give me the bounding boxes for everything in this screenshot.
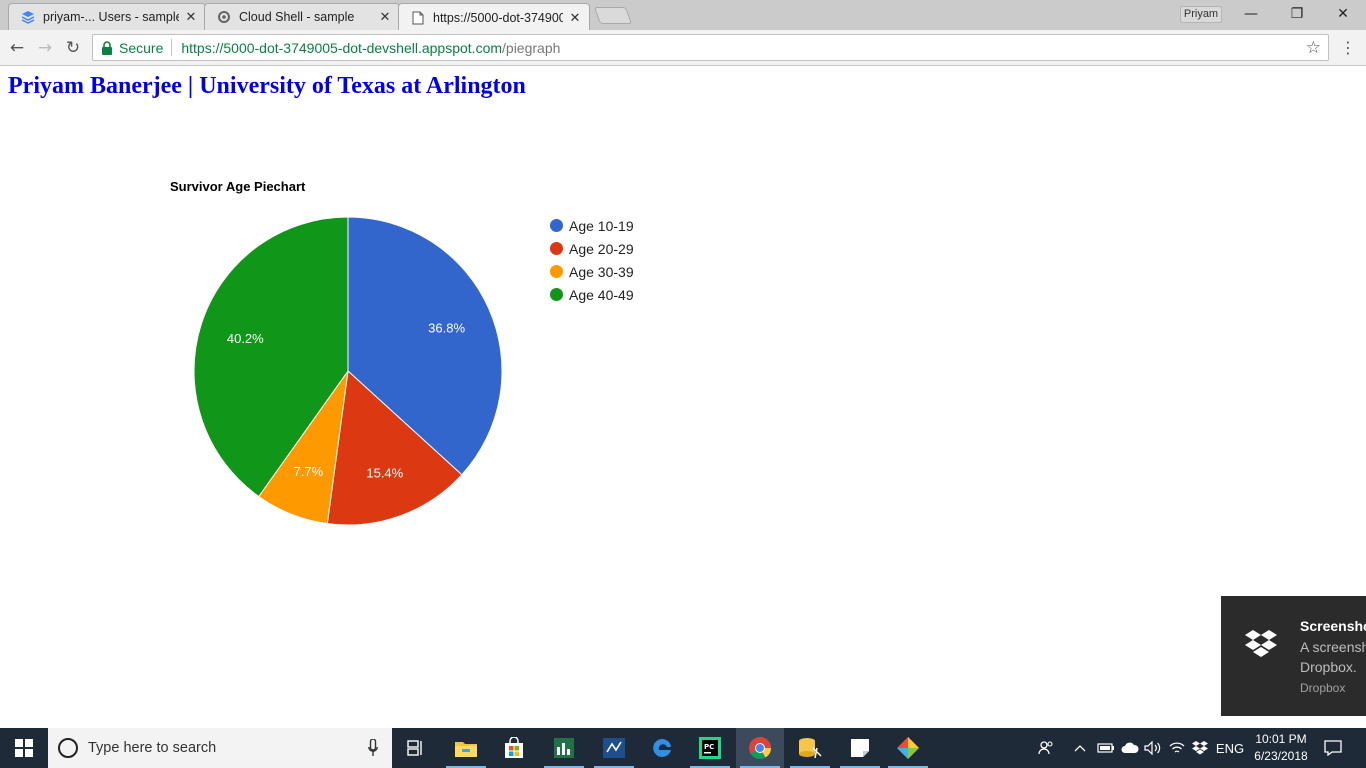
taskbar-search-box[interactable]: Type here to search xyxy=(48,728,392,768)
legend-label: Age 40-49 xyxy=(569,286,634,303)
chrome-icon[interactable] xyxy=(736,728,784,768)
gear-icon xyxy=(217,10,231,24)
tab-cloud-shell[interactable]: Cloud Shell - sample ✕ xyxy=(204,3,400,30)
tab-label: https://5000-dot-374900 xyxy=(433,10,563,25)
back-button[interactable]: ← xyxy=(9,38,25,58)
legend-item[interactable]: Age 10-19 xyxy=(550,214,634,237)
excel-chart-icon[interactable] xyxy=(540,728,588,768)
start-button[interactable] xyxy=(0,728,48,768)
legend-item[interactable]: Age 30-39 xyxy=(550,260,634,283)
pie-slice-age-40-49[interactable] xyxy=(193,216,349,498)
tab-label: priyam-... Users - sample xyxy=(43,10,179,24)
legend-swatch xyxy=(550,288,563,301)
close-window-button[interactable]: ✕ xyxy=(1337,6,1349,22)
tab-close-icon[interactable]: ✕ xyxy=(185,9,197,24)
browser-menu-icon[interactable]: ⋮ xyxy=(1340,38,1356,57)
forward-button[interactable]: → xyxy=(37,38,53,58)
legend-label: Age 20-29 xyxy=(569,240,634,257)
pie-slice-label: 36.8% xyxy=(428,320,465,335)
pie-slice-label: 7.7% xyxy=(294,464,324,479)
url-host: https://5000-dot-3749005-dot-devshell.ap… xyxy=(181,39,503,56)
tab-label: Cloud Shell - sample xyxy=(239,10,355,24)
wifi-icon[interactable] xyxy=(1167,728,1187,768)
page-heading: Priyam Banerjee | University of Texas at… xyxy=(8,73,526,99)
chart-title: Survivor Age Piechart xyxy=(170,179,306,194)
bookmark-star-icon[interactable]: ☆ xyxy=(1305,38,1321,57)
maximize-button[interactable]: ❐ xyxy=(1290,6,1304,22)
task-view-icon[interactable] xyxy=(392,728,440,768)
dropbox-tray-icon[interactable] xyxy=(1190,728,1210,768)
people-icon[interactable] xyxy=(1034,728,1058,768)
reload-button[interactable]: ↻ xyxy=(65,38,81,58)
legend-swatch xyxy=(550,265,563,278)
edge-icon[interactable] xyxy=(638,728,686,768)
toast-message: A screenshot was added to your xyxy=(1300,639,1366,655)
pycharm-icon[interactable]: PC xyxy=(686,728,734,768)
minimize-button[interactable]: — xyxy=(1244,6,1258,22)
toast-title: Screenshot saved xyxy=(1300,618,1366,634)
store-icon[interactable] xyxy=(490,728,538,768)
legend-swatch xyxy=(550,219,563,232)
pie-slice-age-10-19[interactable] xyxy=(347,216,503,476)
tab-users-sample[interactable]: priyam-... Users - sample ✕ xyxy=(8,3,206,30)
stack-icon xyxy=(21,10,35,24)
windows-logo-icon xyxy=(15,739,33,757)
toast-message-cont: Dropbox. xyxy=(1300,659,1357,675)
browser-toolbar: ← → ↻ Secure https://5000-dot-3749005-do… xyxy=(0,30,1366,66)
battery-icon[interactable] xyxy=(1096,728,1116,768)
page-icon xyxy=(411,11,425,25)
lock-icon xyxy=(102,40,112,55)
legend-swatch xyxy=(550,242,563,255)
cortana-icon xyxy=(58,738,78,758)
pie-slice-label: 40.2% xyxy=(227,331,264,346)
pie-slice-label: 15.4% xyxy=(366,465,403,480)
tab-close-icon[interactable]: ✕ xyxy=(379,9,391,24)
legend-label: Age 10-19 xyxy=(569,217,634,234)
volume-icon[interactable] xyxy=(1143,728,1163,768)
pie-slice-age-20-29[interactable] xyxy=(326,369,463,526)
clock-date: 6/23/2018 xyxy=(1254,749,1308,763)
legend-item[interactable]: Age 20-29 xyxy=(550,237,634,260)
secure-label: Secure xyxy=(119,39,164,56)
action-center-icon[interactable] xyxy=(1318,728,1348,768)
windows-taskbar: Type here to search PC xyxy=(0,728,1366,768)
clock-time: 10:01 PM xyxy=(1255,732,1307,746)
show-hidden-icons-icon[interactable] xyxy=(1072,728,1088,768)
git-icon[interactable] xyxy=(884,728,932,768)
vscode-icon[interactable] xyxy=(590,728,638,768)
legend-item[interactable]: Age 40-49 xyxy=(550,283,634,306)
profile-button[interactable]: Priyam xyxy=(1180,6,1222,23)
toast-source: Dropbox xyxy=(1300,681,1346,695)
dropbox-notification[interactable]: Screenshot saved A screenshot was added … xyxy=(1221,596,1366,716)
svg-text:PC: PC xyxy=(704,743,714,751)
database-tool-icon[interactable] xyxy=(786,728,834,768)
taskbar-clock[interactable]: 10:01 PM 6/23/2018 xyxy=(1246,731,1316,765)
search-placeholder: Type here to search xyxy=(88,740,217,756)
address-separator xyxy=(171,39,173,56)
tab-piegraph[interactable]: https://5000-dot-374900 ✕ xyxy=(398,3,590,31)
legend-label: Age 30-39 xyxy=(569,263,634,280)
url-path: /piegraph xyxy=(502,39,561,56)
browser-tab-strip: priyam-... Users - sample ✕ Cloud Shell … xyxy=(0,0,1366,31)
language-indicator[interactable]: ENG xyxy=(1215,740,1245,756)
file-explorer-icon[interactable] xyxy=(442,728,490,768)
chart-legend: Age 10-19 Age 20-29 Age 30-39 Age 40-49 xyxy=(550,214,634,306)
onedrive-icon[interactable] xyxy=(1120,728,1140,768)
microphone-icon[interactable] xyxy=(368,739,378,757)
dropbox-icon xyxy=(1245,630,1277,657)
address-bar[interactable]: Secure https://5000-dot-3749005-dot-devs… xyxy=(92,34,1329,61)
sticky-notes-icon[interactable] xyxy=(836,728,884,768)
tab-close-icon[interactable]: ✕ xyxy=(569,9,581,25)
